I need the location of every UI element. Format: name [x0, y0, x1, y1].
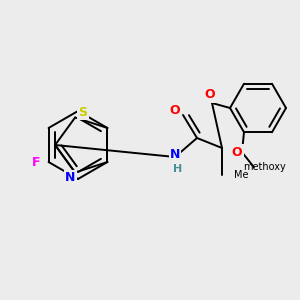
Text: F: F	[32, 155, 41, 169]
Text: N: N	[65, 171, 75, 184]
Text: O: O	[232, 146, 242, 159]
Text: N: N	[170, 148, 180, 161]
Text: O: O	[170, 103, 180, 116]
Text: H: H	[173, 164, 183, 174]
Text: S: S	[79, 106, 88, 119]
Text: methoxy: methoxy	[243, 162, 285, 172]
Text: O: O	[205, 88, 215, 101]
Text: Me: Me	[234, 170, 248, 180]
